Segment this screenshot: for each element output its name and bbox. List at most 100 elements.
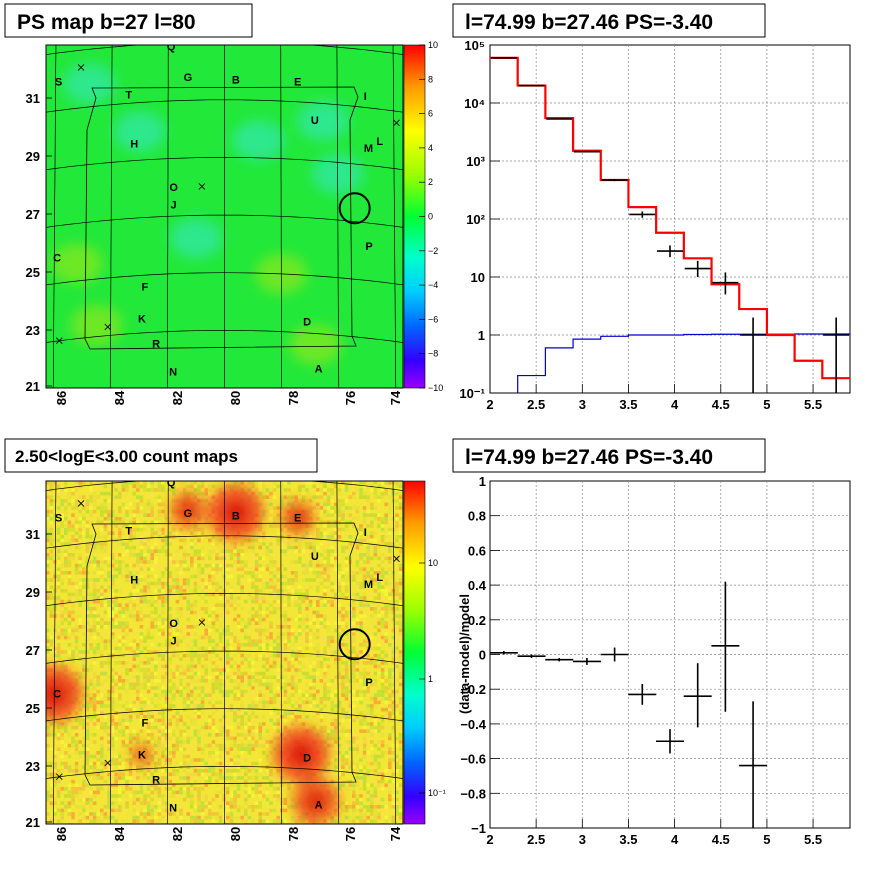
count-pixel [100, 700, 104, 705]
count-pixel [172, 743, 176, 748]
count-pixel [100, 567, 104, 571]
count-pixel [150, 740, 154, 744]
count-pixel [290, 585, 295, 589]
count-pixel [276, 484, 280, 489]
count-pixel [67, 560, 72, 564]
count-pixel [398, 671, 403, 676]
count-pixel [71, 787, 75, 791]
count-pixel [287, 603, 291, 607]
count-pixel [143, 506, 147, 510]
count-pixel [179, 589, 183, 593]
count-pixel [193, 589, 198, 593]
count-pixel [298, 495, 302, 499]
count-pixel [92, 711, 97, 715]
count-pixel [312, 610, 316, 615]
count-pixel [53, 758, 57, 762]
count-pixel [186, 736, 190, 741]
count-pixel [384, 711, 388, 715]
count-pixel [218, 679, 223, 683]
count-pixel [226, 765, 230, 769]
count-pixel [204, 668, 208, 672]
count-pixel [46, 481, 50, 485]
count-pixel [200, 527, 205, 532]
count-pixel [211, 661, 216, 665]
count-pixel [96, 689, 100, 694]
count-pixel [290, 589, 295, 593]
count-pixel [121, 491, 126, 496]
count-pixel [366, 736, 370, 741]
count-pixel [355, 707, 360, 712]
count-pixel [78, 725, 82, 730]
count-pixel [74, 506, 79, 510]
count-pixel [280, 527, 284, 532]
count-pixel [154, 743, 158, 748]
count-pixel [287, 481, 291, 485]
count-pixel [330, 693, 334, 697]
count-pixel [78, 617, 82, 622]
count-pixel [316, 589, 320, 593]
count-pixel [269, 646, 273, 651]
count-pixel [49, 643, 54, 647]
count-pixel [71, 772, 75, 777]
count-pixel [96, 772, 100, 777]
count-pixel [305, 499, 309, 503]
count-pixel [118, 722, 122, 726]
count-pixel [107, 776, 111, 780]
count-pixel [82, 736, 86, 741]
count-pixel [71, 524, 75, 528]
count-pixel [161, 675, 165, 679]
count-pixel [348, 650, 352, 654]
count-pixel [208, 765, 212, 769]
count-pixel [326, 689, 331, 694]
count-pixel [139, 607, 144, 611]
count-pixel [258, 743, 262, 748]
count-pixel [283, 711, 288, 715]
count-pixel [100, 625, 104, 629]
count-pixel [337, 679, 342, 683]
source-label: D [303, 316, 311, 328]
count-pixel [272, 700, 277, 705]
count-pixel [384, 769, 388, 773]
count-pixel [240, 743, 244, 748]
count-pixel [380, 538, 385, 543]
count-pixel [85, 581, 90, 586]
count-pixel [377, 664, 381, 669]
count-pixel [319, 621, 324, 625]
count-pixel [283, 614, 288, 618]
count-pixel [366, 495, 370, 499]
count-pixel [103, 697, 108, 701]
count-pixel [308, 553, 313, 557]
count-pixel [312, 635, 316, 640]
count-pixel [74, 571, 79, 575]
count-pixel [107, 509, 111, 514]
count-pixel [330, 549, 334, 553]
count-pixel [344, 545, 349, 550]
count-pixel [157, 509, 162, 514]
count-pixel [251, 556, 255, 561]
count-pixel [323, 725, 327, 730]
count-pixel [398, 578, 403, 582]
count-pixel [265, 754, 270, 759]
count-pixel [341, 686, 345, 690]
count-pixel [132, 776, 136, 780]
count-pixel [118, 527, 122, 532]
count-pixel [312, 661, 316, 665]
count-pixel [193, 574, 198, 579]
count-pixel [190, 639, 194, 643]
count-pixel [157, 621, 162, 625]
count-pixel [326, 563, 331, 568]
count-pixel [352, 675, 356, 679]
count-pixel [244, 747, 248, 751]
count-pixel [373, 506, 378, 510]
count-pixel [139, 596, 144, 600]
source-label: B [232, 75, 240, 87]
count-pixel [96, 718, 100, 723]
count-pixel [319, 718, 324, 723]
count-pixel [362, 686, 367, 690]
count-pixel [287, 617, 291, 622]
count-pixel [150, 718, 154, 723]
count-pixel [56, 524, 61, 528]
count-pixel [233, 715, 237, 719]
count-pixel [337, 790, 342, 795]
count-pixel [100, 754, 104, 759]
